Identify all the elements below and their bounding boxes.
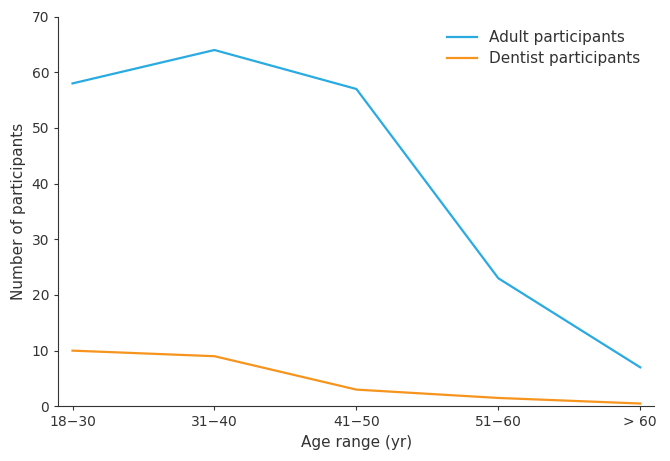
Adult participants <box>68 81 76 86</box>
Adult participants <box>352 86 360 92</box>
Adult participants <box>210 47 218 53</box>
Dentist participants <box>210 354 218 359</box>
X-axis label: Age range (yr): Age range (yr) <box>301 435 412 450</box>
Dentist participants <box>494 395 502 401</box>
Legend: Adult participants, Dentist participants: Adult participants, Dentist participants <box>441 24 647 72</box>
Dentist participants <box>68 348 76 354</box>
Y-axis label: Number of participants: Number of participants <box>11 123 26 300</box>
Dentist participants <box>636 401 645 406</box>
Adult participants <box>494 276 502 281</box>
Adult participants <box>636 365 645 370</box>
Line: Dentist participants: Dentist participants <box>72 351 641 403</box>
Dentist participants <box>352 387 360 392</box>
Line: Adult participants: Adult participants <box>72 50 641 367</box>
